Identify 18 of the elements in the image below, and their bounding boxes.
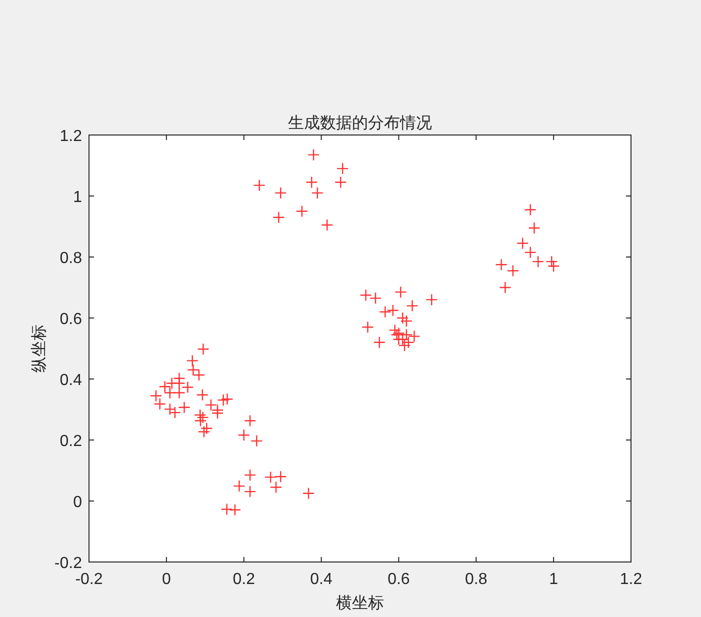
y-tick-label: 0.2 [60,433,82,450]
y-tick-label: 1.2 [60,128,82,145]
x-axis-title: 横坐标 [336,593,384,612]
x-tick-label: 1 [549,571,558,588]
y-tick-label: 1 [73,189,82,206]
x-tick-label: 1.2 [620,571,642,588]
x-tick-label: 0.4 [310,571,333,588]
y-tick-label: 0 [73,494,82,511]
y-axis-title: 纵坐标 [29,324,48,372]
y-tick-label: 0.8 [60,250,82,267]
y-tick-label: -0.2 [54,555,82,572]
chart-title: 生成数据的分布情况 [288,113,432,132]
x-tick-label: 0.2 [232,571,256,588]
x-tick-label: 0.8 [465,571,488,588]
y-tick-label: 0.6 [60,311,82,328]
x-tick-label: 0 [162,571,171,588]
x-tick-label: 0.6 [388,571,410,588]
y-tick-label: 0.4 [60,372,82,389]
